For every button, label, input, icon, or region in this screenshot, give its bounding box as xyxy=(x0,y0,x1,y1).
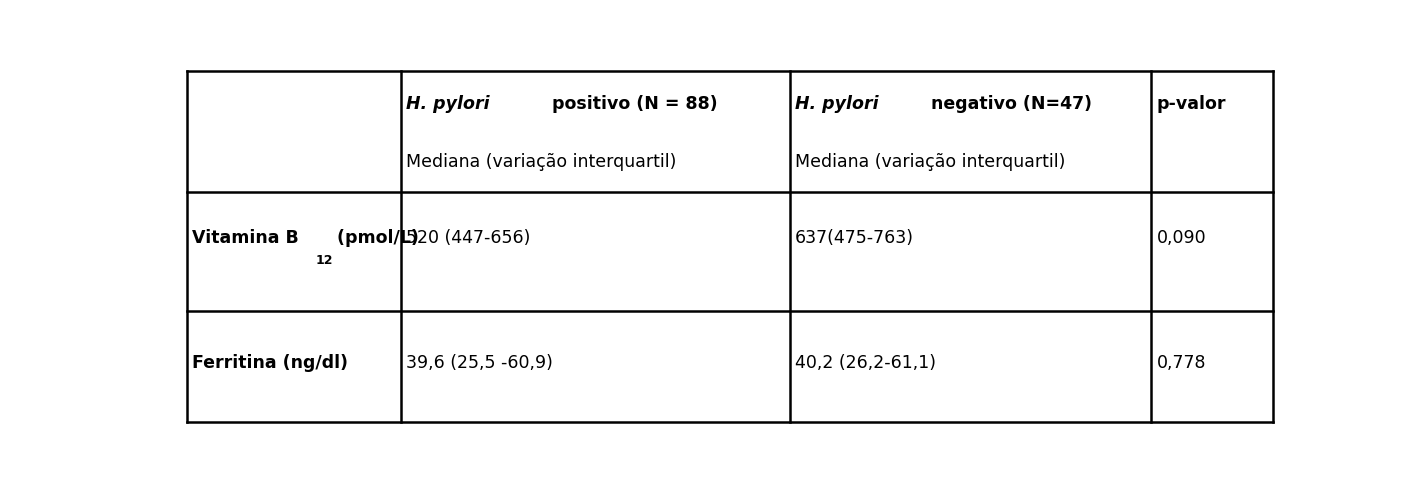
Text: Mediana (variação interquartil): Mediana (variação interquartil) xyxy=(795,153,1065,171)
Text: H. pylori: H. pylori xyxy=(406,95,490,113)
Text: 39,6 (25,5 -60,9): 39,6 (25,5 -60,9) xyxy=(406,354,553,372)
Text: Mediana (variação interquartil): Mediana (variação interquartil) xyxy=(406,153,676,171)
Text: 637(475-763): 637(475-763) xyxy=(795,229,914,247)
Text: negativo (N=47): negativo (N=47) xyxy=(926,95,1092,113)
Text: Ferritina (ng/dl): Ferritina (ng/dl) xyxy=(192,354,349,372)
Text: Vitamina B: Vitamina B xyxy=(192,229,299,247)
Text: 0,778: 0,778 xyxy=(1156,354,1206,372)
Text: 40,2 (26,2-61,1): 40,2 (26,2-61,1) xyxy=(795,354,936,372)
Text: positivo (N = 88): positivo (N = 88) xyxy=(547,95,718,113)
Text: p-valor: p-valor xyxy=(1156,95,1226,113)
Text: (pmol/L): (pmol/L) xyxy=(332,229,419,247)
Text: 0,090: 0,090 xyxy=(1156,229,1206,247)
Text: H. pylori: H. pylori xyxy=(795,95,879,113)
Text: 520 (447-656): 520 (447-656) xyxy=(406,229,531,247)
Text: 12: 12 xyxy=(316,254,333,267)
